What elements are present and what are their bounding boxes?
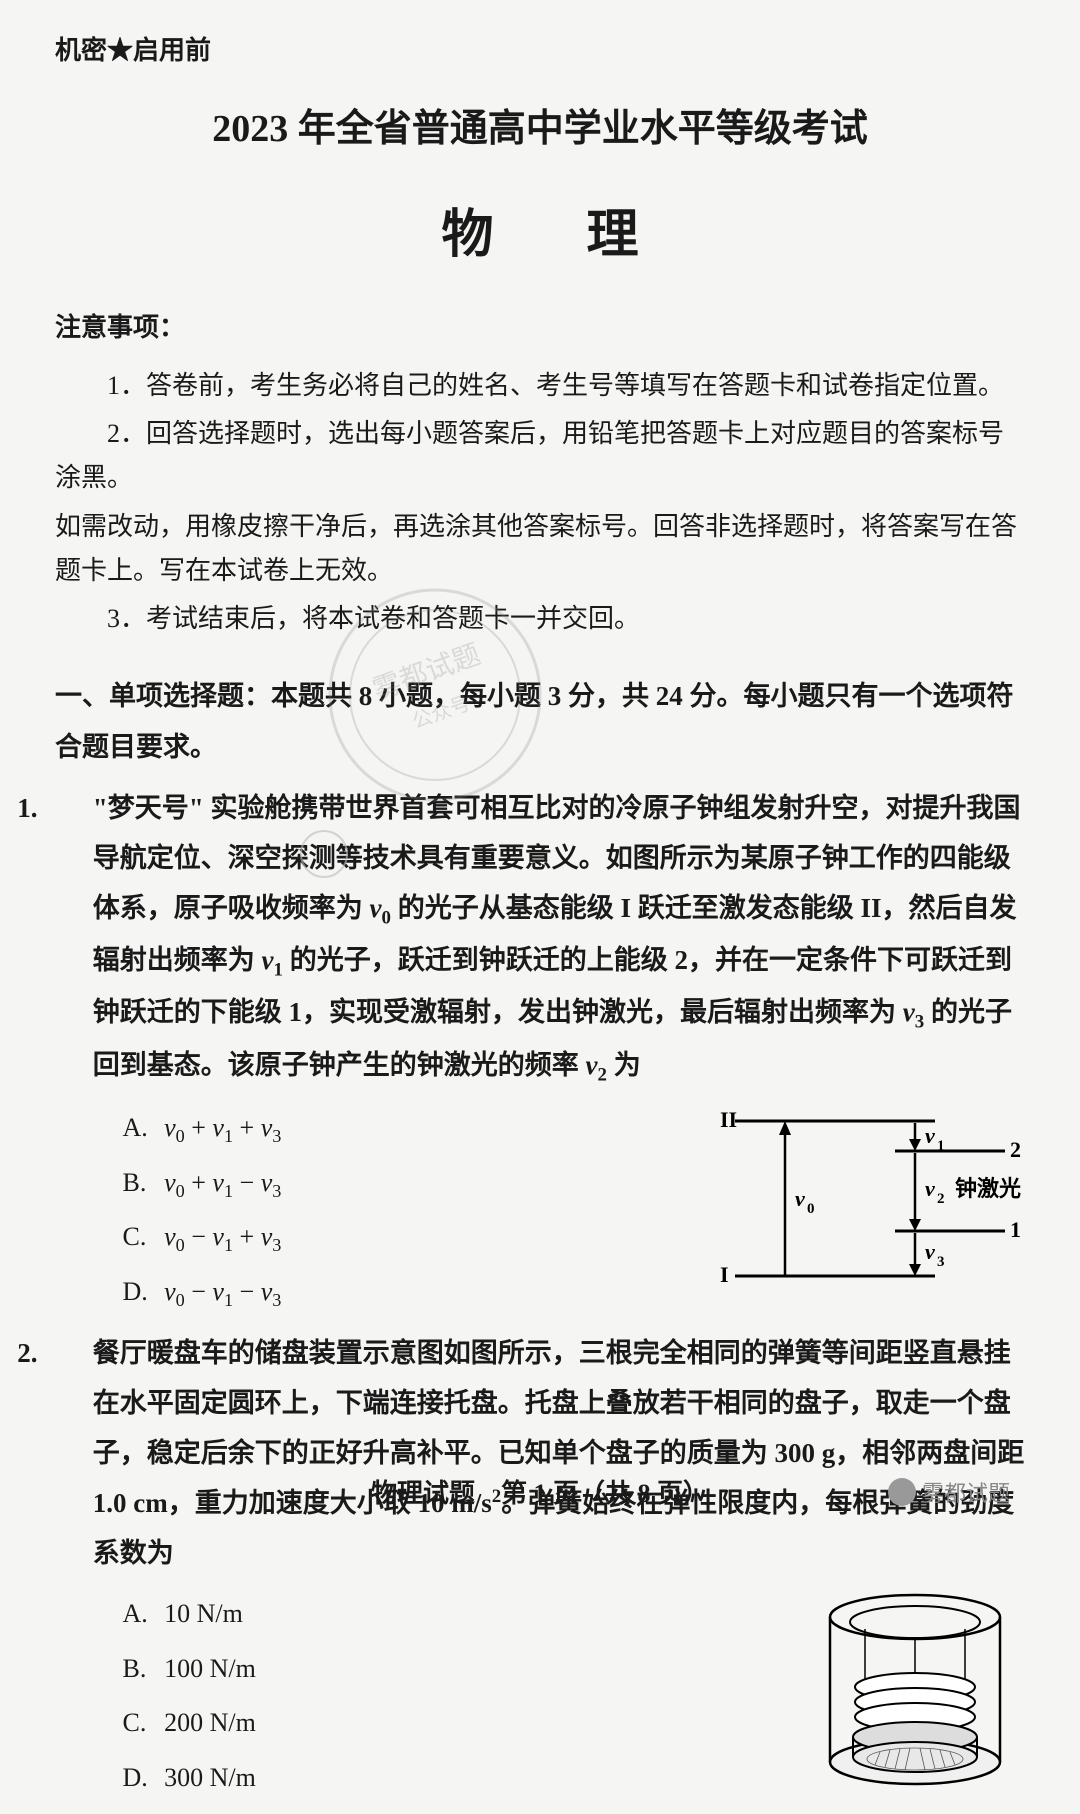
svg-text:1: 1: [937, 1138, 945, 1154]
q1-option-a: A.ν0 + ν1 + ν3: [123, 1101, 716, 1156]
svg-text:II: II: [720, 1107, 737, 1132]
notice-3: 3．考试结束后，将本试卷和答题卡一并交回。: [55, 597, 1025, 641]
exam-title: 2023 年全省普通高中学业水平等级考试: [55, 97, 1025, 152]
q2-number: 2.: [55, 1329, 93, 1379]
svg-text:3: 3: [937, 1254, 945, 1270]
watermark-corner: 雾都试题: [888, 1476, 1010, 1508]
svg-text:ν: ν: [925, 1239, 935, 1264]
q1-energy-diagram: II 2 1 I ν 0 ν 1: [715, 1101, 1025, 1308]
svg-text:钟激光: 钟激光: [955, 1176, 1021, 1201]
svg-text:0: 0: [807, 1201, 815, 1217]
svg-text:I: I: [720, 1262, 729, 1287]
svg-text:ν: ν: [925, 1123, 935, 1148]
wechat-icon: [888, 1478, 916, 1506]
question-1: 1."梦天号" 实验舱携带世界首套可相互比对的冷原子钟组发射升空，对提升我国导航…: [55, 784, 1025, 1320]
confidential-label: 机密★启用前: [55, 30, 1025, 67]
svg-text:2: 2: [937, 1191, 945, 1207]
svg-text:2: 2: [1010, 1137, 1021, 1162]
notice-2-cont: 如需改动，用橡皮擦干净后，再选涂其他答案标号。回答非选择题时，将答案写在答题卡上…: [55, 505, 1025, 593]
svg-text:1: 1: [1010, 1217, 1021, 1242]
ring-watermark: [300, 830, 348, 878]
q1-option-b: B.ν0 + ν1 − ν3: [123, 1156, 716, 1211]
notice-1: 1．答卷前，考生务必将自己的姓名、考生号等填写在答题卡和试卷指定位置。: [55, 364, 1025, 408]
section-1-header: 一、单项选择题：本题共 8 小题，每小题 3 分，共 24 分。每小题只有一个选…: [55, 671, 1025, 774]
q2-cylinder-diagram: [805, 1587, 1025, 1814]
q2-option-d: D.300 N/m: [123, 1751, 806, 1806]
q2-option-c: C.200 N/m: [123, 1696, 806, 1751]
q1-number: 1.: [55, 784, 93, 834]
q2-option-a: A.10 N/m: [123, 1587, 806, 1642]
q2-option-b: B.100 N/m: [123, 1642, 806, 1697]
question-2: 2.餐厅暖盘车的储盘装置示意图如图所示，三根完全相同的弹簧等间距竖直悬挂在水平固…: [55, 1329, 1025, 1814]
q1-option-d: D.ν0 − ν1 − ν3: [123, 1265, 716, 1320]
svg-text:ν: ν: [795, 1186, 805, 1211]
svg-text:ν: ν: [925, 1176, 935, 1201]
subject-title: 物 理: [55, 192, 1025, 267]
q1-option-c: C.ν0 − ν1 + ν3: [123, 1210, 716, 1265]
q1-text: "梦天号" 实验舱携带世界首套可相互比对的冷原子钟组发射升空，对提升我国导航定位…: [93, 793, 1021, 1080]
notice-header: 注意事项：: [55, 307, 1025, 344]
notice-2: 2．回答选择题时，选出每小题答案后，用铅笔把答题卡上对应题目的答案标号涂黑。: [55, 412, 1025, 500]
q2-text: 餐厅暖盘车的储盘装置示意图如图所示，三根完全相同的弹簧等间距竖直悬挂在水平固定圆…: [93, 1338, 1025, 1568]
